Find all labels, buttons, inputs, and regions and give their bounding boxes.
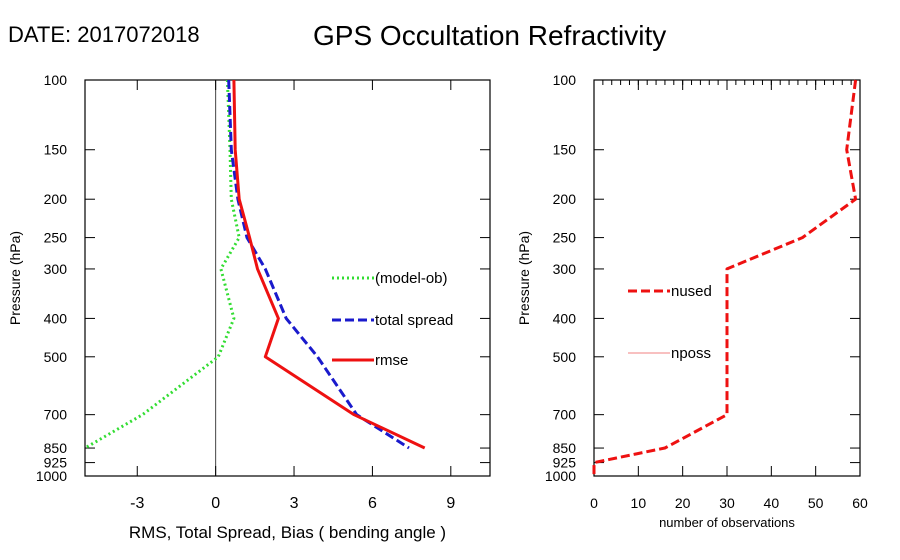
y-tick-label: 250 (44, 230, 68, 246)
x-tick-label: 0 (211, 495, 220, 512)
plot-frame (84, 79, 491, 477)
y-tick-label: 700 (553, 407, 577, 423)
y-tick-label: 250 (553, 230, 577, 246)
series-line-nused (592, 79, 858, 476)
x-tick-label: 30 (719, 495, 735, 511)
y-tick-label: 200 (553, 191, 577, 207)
y-tick-label: 850 (553, 440, 577, 456)
y-tick-label: 300 (44, 261, 68, 277)
x-tick-label: -3 (130, 495, 144, 512)
y-tick-label: 925 (44, 455, 68, 471)
x-axis-label: number of observations (659, 515, 795, 530)
legend-label: nposs (671, 345, 711, 362)
y-tick-label: 100 (44, 72, 68, 88)
x-tick-label: 9 (446, 495, 455, 512)
y-tick-label: 925 (553, 455, 577, 471)
y-tick-label: 850 (44, 440, 68, 456)
y-tick-label: 500 (44, 349, 68, 365)
x-tick-label: 60 (852, 495, 868, 511)
y-tick-label: 1000 (36, 468, 67, 484)
x-tick-label: 0 (590, 495, 598, 511)
series-line-model-ob (84, 79, 241, 450)
x-axis-label: RMS, Total Spread, Bias ( bending angle … (129, 523, 446, 542)
y-tick-label: 1000 (545, 468, 576, 484)
date-label: DATE: 2017072018 (8, 22, 200, 47)
y-tick-label: 200 (44, 191, 68, 207)
x-tick-label: 50 (808, 495, 824, 511)
legend-label: nused (671, 283, 712, 300)
y-tick-label: 100 (553, 72, 577, 88)
x-tick-label: 3 (290, 495, 299, 512)
y-tick-label: 700 (44, 407, 68, 423)
y-tick-label: 500 (553, 349, 577, 365)
x-tick-label: 10 (631, 495, 647, 511)
y-tick-label: 150 (44, 142, 68, 158)
legend-label: rmse (375, 352, 408, 369)
y-axis-label: Pressure (hPa) (516, 231, 532, 325)
y-tick-label: 300 (553, 261, 577, 277)
legend-label: (model-ob) (375, 270, 448, 287)
chart-panel-2 (592, 79, 861, 477)
x-tick-label: 40 (764, 495, 780, 511)
y-tick-label: 150 (553, 142, 577, 158)
series-line-rmse (232, 79, 426, 450)
series-line-total-spread (227, 79, 410, 450)
y-axis-label: Pressure (hPa) (7, 231, 23, 325)
y-tick-label: 400 (44, 310, 68, 326)
chart-panel-1 (84, 79, 491, 477)
page-title: GPS Occultation Refractivity (313, 20, 667, 51)
legend-label: total spread (375, 312, 453, 329)
y-tick-label: 400 (553, 310, 577, 326)
x-tick-label: 6 (368, 495, 377, 512)
x-tick-label: 20 (675, 495, 691, 511)
